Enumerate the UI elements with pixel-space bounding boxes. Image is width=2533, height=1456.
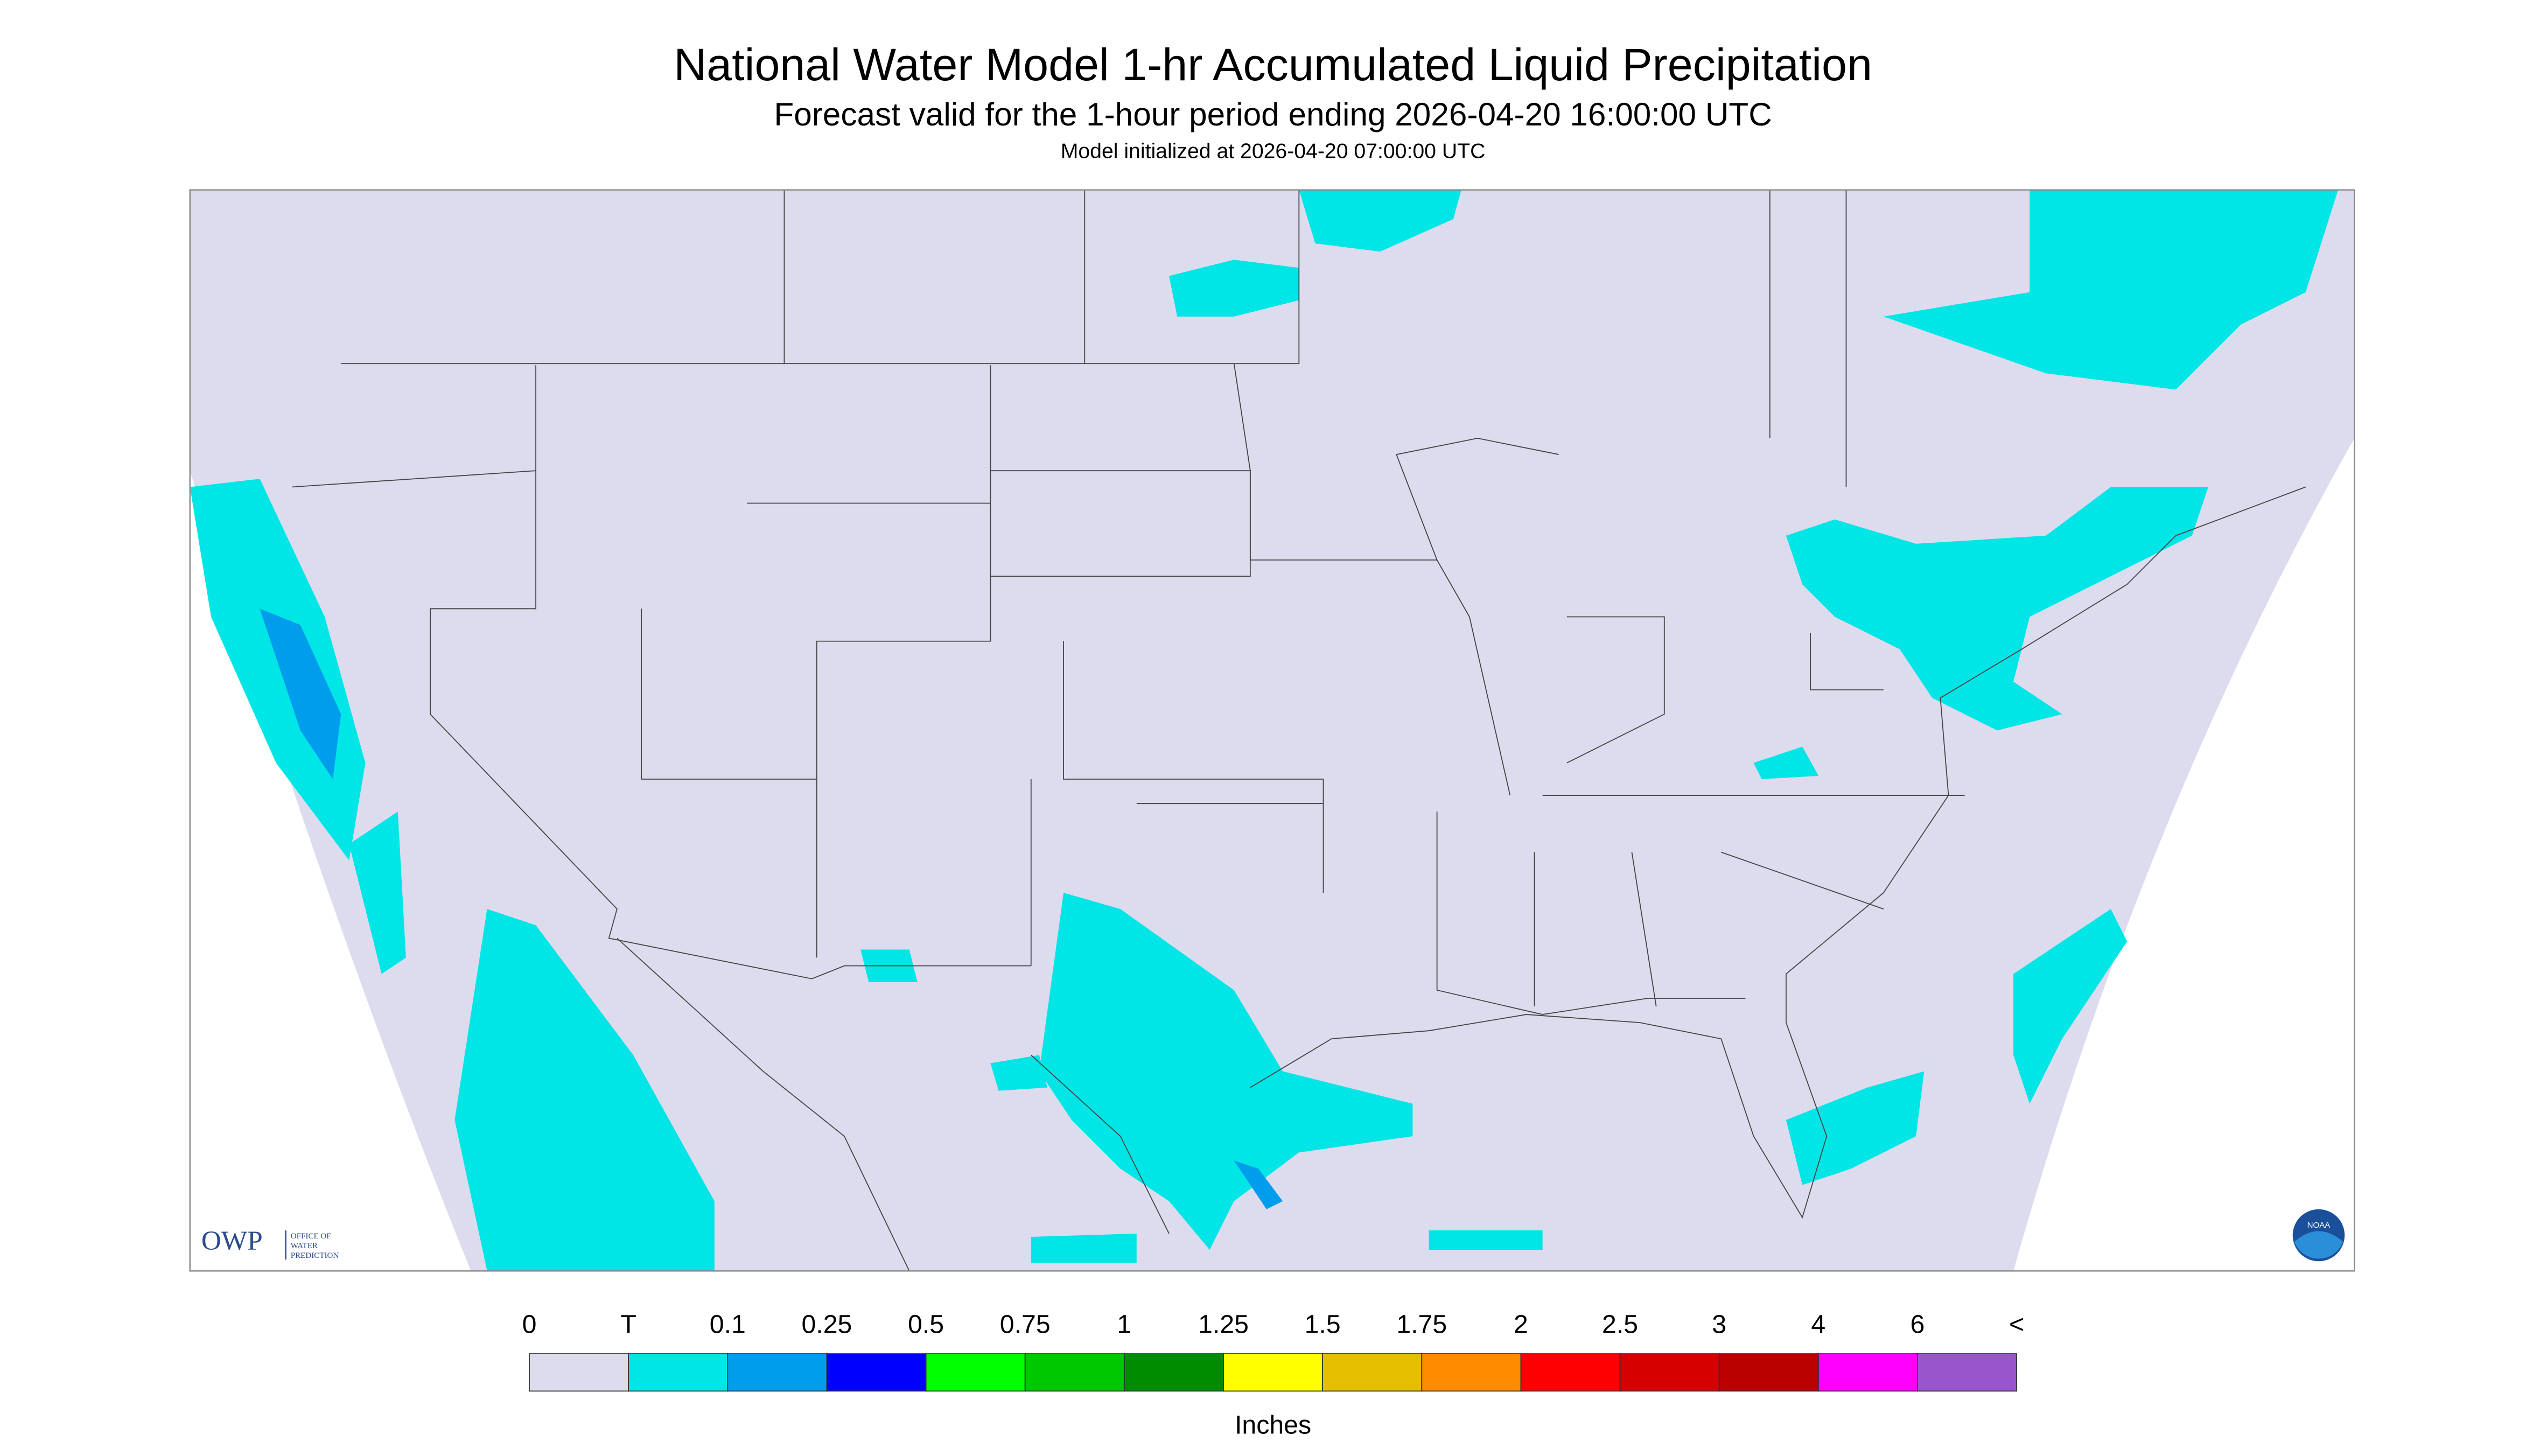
- legend-label: 1.5: [1305, 1310, 1341, 1339]
- legend-swatch: [1421, 1353, 1522, 1392]
- legend-swatch: [1917, 1353, 2018, 1392]
- legend-swatch: [529, 1353, 629, 1392]
- legend-swatch: [727, 1353, 828, 1392]
- legend-label: 0.75: [1000, 1310, 1051, 1339]
- legend-label: 0.5: [908, 1310, 944, 1339]
- legend-label: 0.25: [801, 1310, 852, 1339]
- legend-label: 6: [1911, 1310, 1925, 1339]
- legend-label: 2: [1514, 1310, 1528, 1339]
- legend-swatch: [925, 1353, 1026, 1392]
- map: [190, 190, 2355, 1271]
- owp-name: WATER: [291, 1242, 318, 1250]
- legend-label: 0: [522, 1310, 537, 1339]
- out-of-domain: [2013, 438, 2355, 1271]
- legend-swatch: [1322, 1353, 1423, 1392]
- legend-swatch: [1718, 1353, 1819, 1392]
- legend-label: 1: [1117, 1310, 1131, 1339]
- title: National Water Model 1-hr Accumulated Li…: [674, 39, 1872, 90]
- noaa-logo: NOAA: [2292, 1209, 2345, 1262]
- legend-label: <: [2009, 1310, 2024, 1339]
- legend: 0 T 0.1 0.25 0.5 0.75 1 1.25 1.5 1.75 2 2.5 3 4 6 <: [522, 1310, 2024, 1392]
- boundaries: [292, 190, 2306, 1271]
- map-frame: [189, 189, 2355, 1272]
- noaa-text: NOAA: [2307, 1221, 2331, 1230]
- owp-name: OFFICE OF: [291, 1232, 331, 1241]
- legend-swatch: [628, 1353, 729, 1392]
- owp-logo-text: OWP: [201, 1226, 263, 1256]
- legend-label: 4: [1811, 1310, 1825, 1339]
- legend-label: 0.1: [710, 1310, 746, 1339]
- noaa-wave: [2294, 1231, 2343, 1259]
- legend-swatch: [1024, 1353, 1125, 1392]
- legend-label: 1.25: [1198, 1310, 1249, 1339]
- legend-label: 3: [1712, 1310, 1726, 1339]
- legend-swatch: [1817, 1353, 1918, 1392]
- legend-swatch: [1223, 1353, 1324, 1392]
- legend-swatch: [1619, 1353, 1720, 1392]
- legend-label: 2.5: [1602, 1310, 1638, 1339]
- legend-swatch: [826, 1353, 927, 1392]
- precip-areas-heavier: [260, 608, 1283, 1209]
- owp-logo: OWP OFFICE OF WATER PREDICTION: [201, 1226, 339, 1260]
- legend-label: T: [620, 1310, 636, 1339]
- precip-areas: [190, 190, 2339, 1271]
- owp-name: PREDICTION: [291, 1251, 339, 1260]
- legend-units: Inches: [1235, 1410, 1311, 1439]
- legend-swatch: [1520, 1353, 1621, 1392]
- subtitle: Forecast valid for the 1-hour period end…: [774, 96, 1772, 132]
- out-of-domain: [190, 471, 471, 1271]
- init-time: Model initialized at 2026-04-20 07:00:00…: [1061, 140, 1486, 163]
- legend-swatch: [1123, 1353, 1224, 1392]
- legend-label: 1.75: [1396, 1310, 1447, 1339]
